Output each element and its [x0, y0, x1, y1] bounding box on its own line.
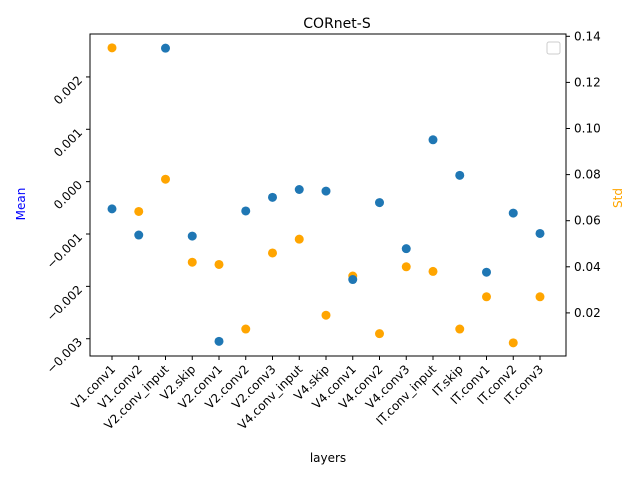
mean-point	[268, 192, 277, 202]
mean-point	[321, 186, 331, 196]
mean-point	[508, 208, 518, 218]
x-axis-label: layers	[310, 451, 346, 465]
std-point	[321, 310, 331, 320]
left-tick-label: 0.002	[51, 73, 85, 107]
std-point	[401, 262, 411, 272]
std-point	[214, 259, 224, 269]
right-axis-ticks: 0.02 0.04 0.06 0.08 0.10 0.12 0.14	[566, 29, 601, 320]
mean-point	[134, 230, 144, 240]
left-tick-label: 0.001	[51, 126, 85, 160]
mean-point	[294, 185, 304, 195]
std-point	[187, 257, 197, 267]
mean-point	[535, 228, 545, 238]
mean-point	[455, 170, 465, 180]
std-point	[161, 174, 170, 184]
mean-point	[107, 204, 117, 214]
left-tick-label: −0.002	[44, 283, 85, 324]
std-point	[268, 248, 277, 258]
std-point	[294, 234, 304, 244]
mean-point	[375, 198, 384, 208]
std-point	[134, 206, 144, 216]
mean-point	[348, 275, 358, 285]
right-axis-label: Std	[611, 188, 625, 208]
plot-area	[89, 33, 567, 357]
mean-point	[241, 206, 251, 216]
left-tick-label: −0.001	[44, 230, 85, 271]
std-point	[508, 338, 518, 348]
left-tick-label: −0.003	[44, 335, 85, 376]
std-point	[535, 292, 545, 302]
right-tick-label: 0.08	[574, 168, 601, 182]
right-tick-label: 0.10	[574, 122, 601, 136]
left-axis-label: Mean	[14, 188, 28, 221]
mean-point	[187, 231, 197, 241]
mean-point	[401, 244, 411, 254]
right-tick-label: 0.14	[574, 29, 601, 43]
right-tick-label: 0.02	[574, 306, 601, 320]
left-tick-label: 0.000	[51, 178, 85, 212]
right-tick-label: 0.12	[574, 75, 601, 89]
chart-title: CORnet-S	[303, 16, 371, 32]
legend-box	[546, 41, 561, 55]
std-point	[107, 43, 117, 53]
std-point	[455, 324, 465, 334]
mean-point	[428, 135, 438, 145]
mean-point	[161, 43, 170, 53]
mean-point	[482, 267, 491, 277]
std-point	[241, 324, 251, 334]
right-tick-label: 0.04	[574, 260, 601, 274]
right-tick-label: 0.06	[574, 214, 601, 228]
mean-point	[214, 336, 224, 346]
data-points	[107, 43, 545, 348]
std-point	[428, 266, 438, 276]
left-axis-ticks: −0.003 −0.002 −0.001 0.000 0.001 0.002	[44, 73, 90, 376]
std-point	[375, 329, 384, 339]
x-axis-ticks: V1.conv1V1.conv2V2.conv_inputV2.skipV2.c…	[69, 356, 546, 432]
std-point	[482, 292, 491, 302]
